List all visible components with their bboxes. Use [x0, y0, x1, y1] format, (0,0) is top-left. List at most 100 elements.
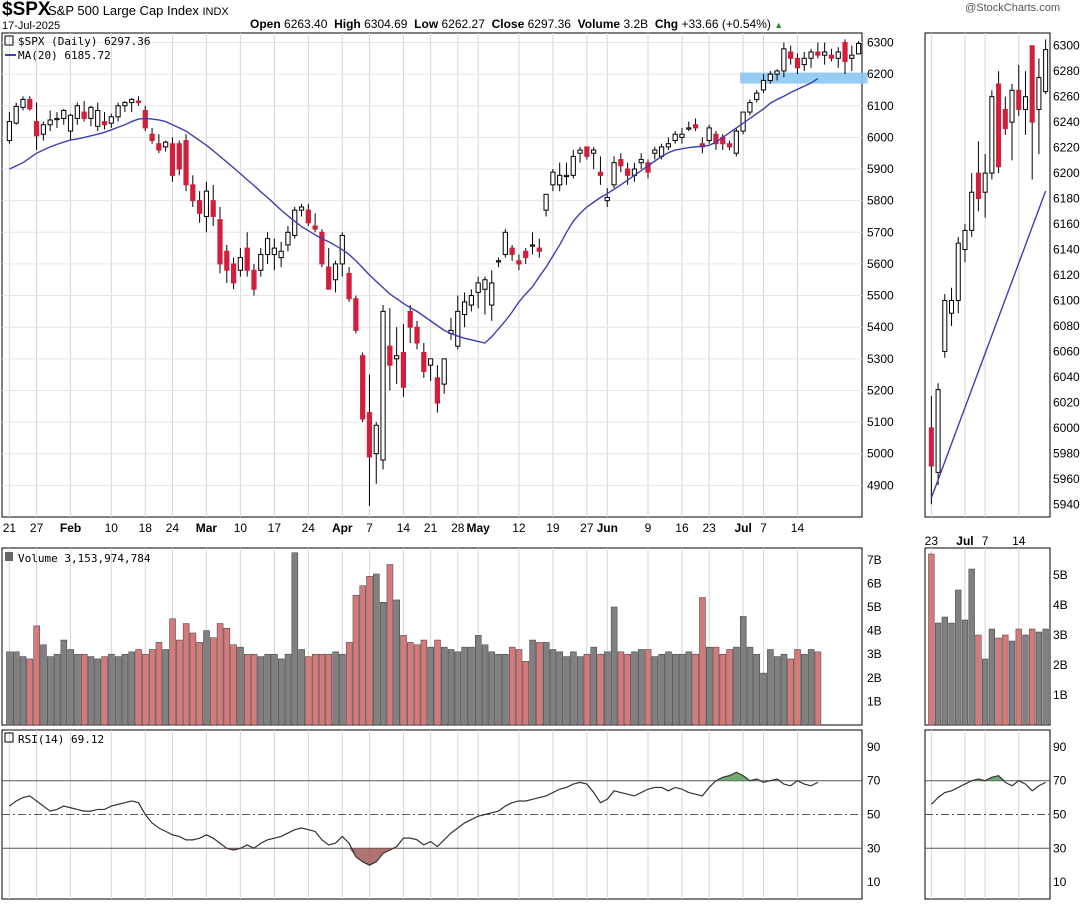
x-tick-label: 27	[580, 521, 594, 535]
x-tick-label: 16	[675, 521, 689, 535]
volume-bar	[400, 635, 407, 726]
candle	[434, 365, 441, 413]
candle-body	[455, 310, 461, 347]
candle-body	[760, 79, 767, 91]
zoom-candle-body	[982, 172, 988, 193]
zoom-price-panel-frame	[924, 32, 1051, 518]
volume-bar	[454, 651, 462, 726]
candle-body	[183, 140, 189, 186]
volume-bar	[420, 639, 428, 726]
candle	[101, 112, 108, 130]
candle	[95, 102, 101, 132]
zoom-candle-body	[989, 96, 995, 174]
candle-body	[135, 100, 142, 104]
volume-bar	[576, 656, 584, 726]
x-tick-label: 24	[302, 521, 316, 535]
candle	[625, 162, 631, 185]
candle	[129, 97, 135, 113]
volume-bar	[216, 623, 224, 726]
volume-bar	[475, 635, 482, 726]
candle	[61, 108, 67, 125]
candle-body	[441, 358, 447, 385]
volume-bar	[549, 649, 557, 726]
candle	[285, 225, 291, 252]
zoom-candle	[942, 294, 948, 358]
zoom-candle	[969, 173, 975, 237]
volume-bar	[366, 576, 373, 726]
x-tick-label: 10	[234, 521, 248, 535]
candle-body	[203, 190, 210, 217]
zoom-volume-bar	[941, 616, 948, 726]
volume-bar	[189, 632, 197, 726]
volume-bar	[522, 661, 530, 726]
candle	[190, 175, 196, 207]
candle	[13, 102, 19, 125]
candle	[557, 162, 563, 192]
volume-bar	[597, 653, 604, 726]
volume-bar	[658, 653, 665, 726]
x-tick-label: 7	[366, 521, 373, 535]
candle	[360, 352, 366, 423]
volume-bar	[291, 552, 299, 726]
candle	[835, 47, 841, 68]
zoom-volume-bar	[995, 637, 1002, 726]
volume-bar	[733, 646, 740, 726]
candle	[366, 374, 373, 506]
candle	[74, 102, 80, 125]
candle	[849, 45, 855, 71]
zoom-volume-bar	[1015, 628, 1022, 726]
x-tick-label: 28	[451, 521, 465, 535]
volume-bar	[277, 658, 285, 726]
candle-body	[176, 143, 182, 170]
candle-body	[163, 141, 169, 148]
candle	[326, 248, 332, 290]
ohlc-summary: Open 6263.40 High 6304.69 Low 6262.27 Cl…	[250, 17, 783, 31]
candle	[760, 74, 767, 94]
volume-bar	[672, 653, 679, 726]
symbol-title: $SPX	[2, 0, 51, 20]
zoom-volume-bar	[1008, 640, 1016, 726]
candle	[788, 45, 794, 65]
candle-body	[434, 377, 441, 404]
volume-bar	[699, 597, 706, 726]
candle-body	[346, 272, 352, 300]
zoom-candle-body	[962, 229, 968, 251]
candle-body	[828, 54, 835, 59]
candle-body	[197, 200, 203, 214]
zoom-rsi-line	[930, 774, 1046, 805]
candle	[686, 121, 692, 132]
candle	[822, 42, 828, 65]
candle-body	[767, 73, 773, 81]
volume-bar	[461, 646, 468, 726]
candle-body	[88, 106, 94, 119]
candle	[230, 257, 237, 290]
volume-bar	[665, 651, 672, 726]
volume-bar	[739, 616, 747, 726]
candle-body	[788, 51, 794, 59]
volume-bar	[94, 658, 102, 726]
rsi-tick-label: 70	[867, 774, 881, 788]
candle-body	[726, 143, 733, 148]
zoom-volume-bar	[1022, 634, 1029, 726]
volume-bar	[271, 653, 278, 726]
candle	[278, 241, 284, 268]
zoom-rsi-tick-label: 90	[1053, 740, 1067, 754]
candle	[312, 213, 318, 233]
x-tick-label: 23	[702, 521, 716, 535]
candle	[563, 162, 570, 185]
candle	[251, 263, 257, 296]
price-tick-label: 5200	[867, 383, 894, 397]
candle	[298, 203, 305, 217]
candle	[156, 134, 162, 154]
volume-bar	[176, 639, 183, 726]
volume-bar	[87, 656, 95, 726]
zoom-volume-bar	[968, 568, 975, 726]
candle-body	[801, 57, 807, 66]
volume-bar	[787, 658, 795, 726]
zoom-candle-body	[942, 299, 948, 352]
candle-body	[95, 110, 101, 127]
volume-bar	[148, 649, 156, 726]
candle	[529, 232, 536, 255]
volume-bar	[379, 602, 387, 726]
